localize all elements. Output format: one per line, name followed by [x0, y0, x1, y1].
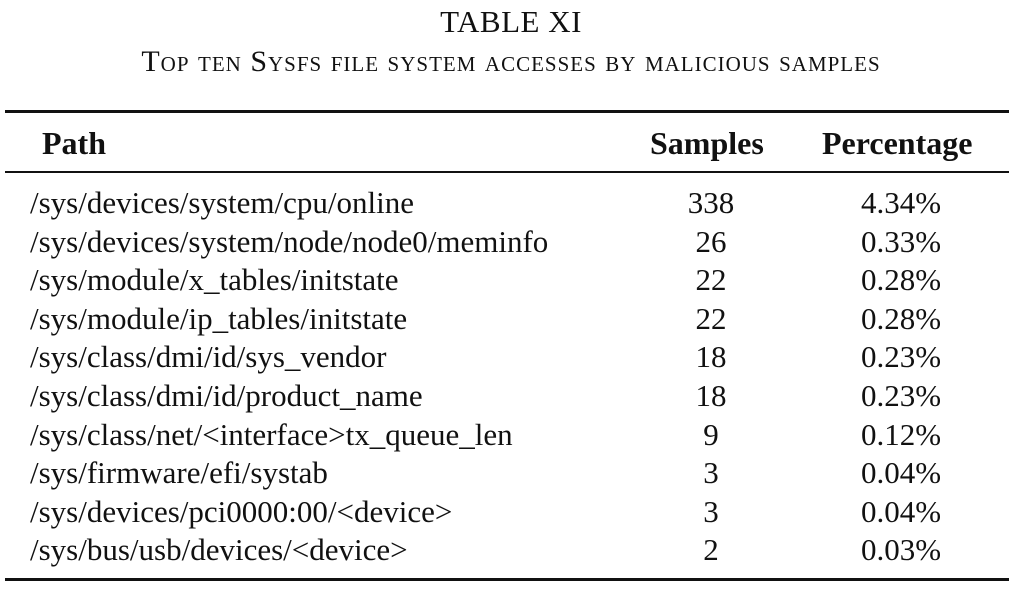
percentage-cell: 0.03% [860, 532, 942, 568]
path-cell: /sys/class/dmi/id/sys_vendor [30, 339, 387, 375]
column-header-path: Path [42, 125, 106, 161]
table-row: /sys/class/dmi/id/product_name 18 0.23% [0, 377, 1022, 416]
samples-cell: 22 [695, 262, 727, 298]
path-cell: /sys/devices/system/node/node0/meminfo [30, 223, 549, 259]
table-row: /sys/devices/pci0000:00/<device> 3 0.04% [0, 493, 1022, 532]
top-rule [5, 110, 1009, 113]
samples-cell: 9 [703, 416, 719, 452]
percentage-cell: 0.33% [860, 223, 942, 259]
bottom-rule [5, 578, 1009, 581]
samples-cell: 18 [695, 377, 727, 413]
percentage-cell: 0.28% [860, 262, 942, 298]
table-body: /sys/devices/system/cpu/online 338 4.34%… [0, 184, 1022, 570]
path-cell: /sys/bus/usb/devices/<device> [30, 532, 408, 568]
percentage-cell: 4.34% [860, 185, 942, 220]
percentage-cell: 0.04% [860, 455, 942, 491]
table-row: /sys/devices/system/node/node0/meminfo 2… [0, 223, 1022, 262]
table-number: TABLE XI [440, 4, 582, 39]
path-cell: /sys/module/x_tables/initstate [30, 262, 399, 298]
header-rule [5, 171, 1009, 173]
table-row: /sys/class/dmi/id/sys_vendor 18 0.23% [0, 338, 1022, 377]
table-row: /sys/bus/usb/devices/<device> 2 0.03% [0, 531, 1022, 570]
samples-cell: 3 [703, 493, 719, 529]
percentage-cell: 0.23% [860, 339, 942, 375]
path-cell: /sys/class/dmi/id/product_name [30, 377, 423, 413]
percentage-cell: 0.23% [860, 377, 942, 413]
table-row: /sys/class/net/<interface>tx_queue_len 9… [0, 416, 1022, 455]
samples-cell: 26 [695, 223, 727, 259]
path-cell: /sys/firmware/efi/systab [30, 455, 328, 491]
percentage-cell: 0.04% [860, 493, 942, 529]
path-cell: /sys/devices/system/cpu/online [30, 185, 415, 220]
table-caption: Top ten Sysfs file system accesses by ma… [141, 45, 881, 78]
column-header-percentage: Percentage [822, 125, 973, 161]
table-row: /sys/module/ip_tables/initstate 22 0.28% [0, 300, 1022, 339]
samples-cell: 22 [695, 300, 727, 336]
percentage-cell: 0.28% [860, 300, 942, 336]
samples-cell: 18 [695, 339, 727, 375]
table-row: /sys/module/x_tables/initstate 22 0.28% [0, 261, 1022, 300]
table-row: /sys/firmware/efi/systab 3 0.04% [0, 454, 1022, 493]
path-cell: /sys/devices/pci0000:00/<device> [30, 493, 453, 529]
path-cell: /sys/module/ip_tables/initstate [30, 300, 408, 336]
samples-cell: 338 [687, 185, 735, 220]
samples-cell: 3 [703, 455, 719, 491]
percentage-cell: 0.12% [860, 416, 942, 452]
table-row: /sys/devices/system/cpu/online 338 4.34% [0, 184, 1022, 223]
samples-cell: 2 [703, 532, 719, 568]
column-header-samples: Samples [650, 125, 764, 161]
path-cell: /sys/class/net/<interface>tx_queue_len [30, 416, 513, 452]
